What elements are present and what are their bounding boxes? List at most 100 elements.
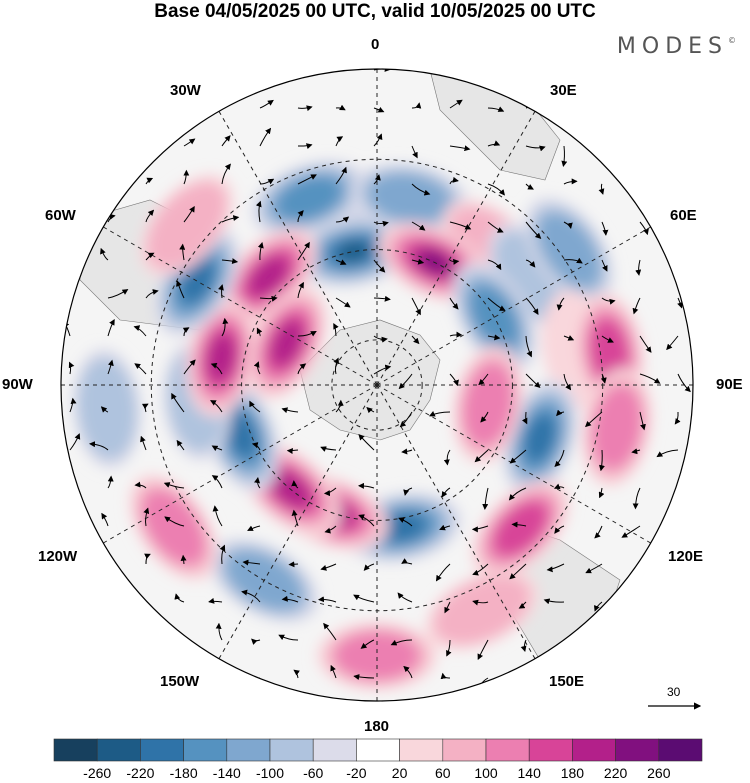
wind-arrow [357, 482, 375, 489]
wind-arrow [183, 359, 196, 375]
colorbar-tick-label: 20 [391, 765, 408, 781]
wind-arrow [288, 561, 299, 568]
wind-arrow [297, 330, 317, 337]
wind-arrow [297, 174, 317, 185]
wind-arrow [553, 483, 565, 490]
wind-arrow [471, 525, 489, 533]
wind-arrow [134, 481, 147, 489]
wind-arrow [601, 297, 616, 305]
wind-arrow [281, 595, 299, 603]
colorbar-tick-label: -260 [83, 765, 112, 781]
colorbar-tick-label: 100 [474, 765, 498, 781]
wind-arrow [107, 475, 114, 489]
wind-arrow [666, 335, 679, 351]
wind-arrow [249, 677, 261, 687]
wind-arrow [107, 319, 115, 337]
wind-arrow [221, 135, 231, 147]
colorbar [53, 738, 703, 762]
wind-arrow [556, 297, 565, 311]
wind-arrow [487, 183, 505, 196]
wind-arrow [335, 259, 347, 265]
latitude-circle [241, 249, 513, 521]
wind-arrow [525, 259, 536, 268]
wind-arrow [373, 259, 386, 273]
colorbar-tick-label: 180 [560, 765, 585, 781]
wind-arrow [449, 373, 459, 387]
wind-arrow [208, 597, 223, 604]
wind-arrow [100, 406, 109, 413]
wind-arrow [219, 544, 226, 565]
anomaly-blob [463, 363, 513, 447]
wind-arrow [439, 524, 451, 531]
wind-arrow [449, 221, 472, 230]
wind-arrow [183, 138, 196, 147]
anomaly-blob [434, 576, 530, 645]
wind-arrow [403, 665, 413, 679]
colorbar-tick-label: 260 [647, 765, 671, 781]
wind-arrow [601, 259, 608, 272]
wind-arrow [639, 221, 649, 236]
anomaly-blob [142, 490, 205, 565]
lon-label-30w: 30W [170, 82, 201, 99]
latitude-circle [331, 339, 423, 431]
wind-arrow [140, 435, 147, 451]
wind-arrow [133, 325, 147, 337]
wind-arrow [472, 563, 489, 576]
wind-arrow [164, 516, 185, 527]
wind-arrow [141, 403, 149, 413]
wind-arrow [242, 559, 261, 566]
wind-arrow [373, 106, 385, 113]
wind-arrow [211, 475, 223, 489]
lon-label-150w: 150W [160, 673, 200, 690]
wind-arrow [259, 295, 278, 302]
wind-arrow [554, 525, 565, 534]
wind-arrow [449, 99, 463, 109]
wind-arrow [297, 281, 304, 299]
colorbar-tick-label: -140 [212, 765, 241, 781]
wind-arrow [509, 563, 527, 580]
wind-arrow [249, 400, 261, 413]
wind-arrow [556, 409, 565, 417]
colorbar-tick-label: -220 [126, 765, 155, 781]
wind-arrow [487, 140, 501, 147]
wind-arrow [176, 280, 185, 299]
colorbar-swatch [140, 738, 184, 762]
wind-arrow [211, 445, 223, 452]
wind-arrow [320, 446, 337, 452]
wind-arrow [511, 521, 527, 528]
anomaly-blob [147, 182, 227, 269]
anomaly-blob [368, 173, 452, 224]
wind-arrow [487, 334, 501, 341]
anomaly-blob [378, 512, 426, 542]
wind-arrow [251, 442, 261, 451]
wind-arrow [600, 373, 607, 384]
colorbar-tick-label: 220 [603, 765, 628, 781]
wind-arrow [411, 258, 425, 265]
wind-arrow [411, 183, 431, 196]
wind-arrow [585, 563, 603, 574]
wind-arrow [373, 220, 389, 227]
wind-arrow [441, 487, 451, 498]
wind-arrow [221, 317, 229, 337]
wind-arrow [428, 411, 451, 417]
wind-arrow [247, 525, 261, 531]
wind-arrow [525, 335, 532, 358]
wind-arrow [525, 373, 541, 389]
wind-arrow [358, 434, 375, 451]
colorbar-swatch [399, 738, 444, 762]
colorbar-tick-label: -100 [255, 765, 285, 781]
lon-label-0: 0 [371, 36, 380, 53]
wind-arrow [631, 448, 641, 455]
wind-arrow [286, 448, 299, 455]
wind-arrow [360, 639, 375, 649]
wind-arrow [335, 136, 344, 147]
lon-label-180: 180 [364, 718, 390, 735]
wind-arrow [563, 221, 573, 229]
wind-arrow [401, 448, 413, 455]
wind-arrow [656, 449, 679, 458]
wind-arrow [674, 411, 681, 425]
map-title: Base 04/05/2025 00 UTC, valid 10/05/2025… [154, 1, 596, 22]
wind-arrow [487, 106, 505, 112]
wind-arrow [171, 392, 185, 413]
wind-arrow [254, 476, 261, 489]
